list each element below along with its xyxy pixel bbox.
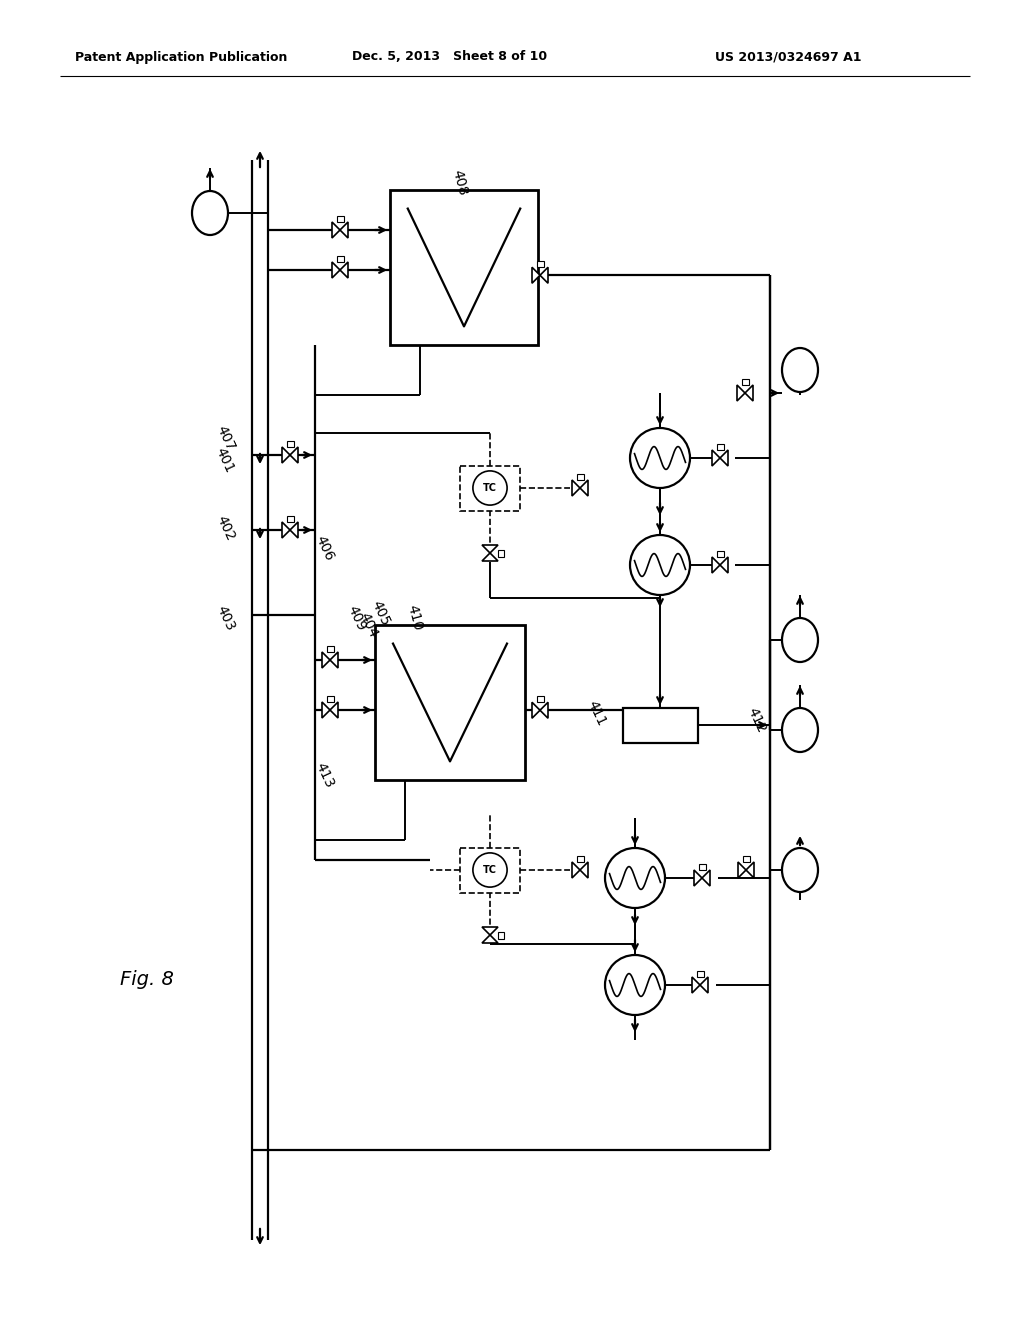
Text: 402: 402 xyxy=(213,513,237,543)
Bar xyxy=(375,624,525,780)
Polygon shape xyxy=(282,521,290,539)
Polygon shape xyxy=(746,862,754,878)
Polygon shape xyxy=(532,702,540,718)
Polygon shape xyxy=(330,702,338,718)
Bar xyxy=(717,550,724,557)
Ellipse shape xyxy=(782,847,818,892)
Text: 413: 413 xyxy=(313,760,337,789)
Polygon shape xyxy=(322,652,330,668)
Text: 408: 408 xyxy=(450,169,470,198)
Bar xyxy=(498,549,504,557)
Bar xyxy=(287,516,294,521)
Polygon shape xyxy=(482,927,498,935)
Polygon shape xyxy=(745,385,753,401)
Polygon shape xyxy=(580,862,588,878)
Text: 410: 410 xyxy=(404,603,425,632)
Polygon shape xyxy=(290,521,298,539)
Bar xyxy=(337,216,343,222)
Polygon shape xyxy=(482,935,498,942)
Bar xyxy=(577,855,584,862)
Polygon shape xyxy=(332,261,340,279)
Text: 411: 411 xyxy=(585,698,609,727)
Text: 405: 405 xyxy=(368,598,392,628)
Polygon shape xyxy=(282,447,290,463)
Polygon shape xyxy=(702,870,710,886)
Polygon shape xyxy=(540,267,548,284)
Circle shape xyxy=(605,847,665,908)
Polygon shape xyxy=(340,222,348,238)
Polygon shape xyxy=(332,222,340,238)
Bar xyxy=(717,444,724,450)
Bar xyxy=(460,466,520,511)
Polygon shape xyxy=(572,862,580,878)
Polygon shape xyxy=(720,450,728,466)
Bar xyxy=(327,696,334,702)
Polygon shape xyxy=(580,480,588,496)
Bar xyxy=(460,847,520,892)
Circle shape xyxy=(473,853,507,887)
Bar xyxy=(327,645,334,652)
Ellipse shape xyxy=(782,708,818,752)
Bar xyxy=(623,708,697,742)
Polygon shape xyxy=(340,261,348,279)
Circle shape xyxy=(630,428,690,488)
Ellipse shape xyxy=(193,191,228,235)
Text: 404: 404 xyxy=(356,610,380,640)
Text: TC: TC xyxy=(483,865,497,875)
Text: 403: 403 xyxy=(213,603,237,632)
Polygon shape xyxy=(572,480,580,496)
Polygon shape xyxy=(692,977,700,993)
Polygon shape xyxy=(290,447,298,463)
Polygon shape xyxy=(694,870,702,886)
Bar xyxy=(498,932,504,939)
Text: 407: 407 xyxy=(213,424,237,453)
Circle shape xyxy=(630,535,690,595)
Polygon shape xyxy=(330,652,338,668)
Ellipse shape xyxy=(782,348,818,392)
Circle shape xyxy=(473,471,507,506)
Bar xyxy=(741,379,749,385)
Polygon shape xyxy=(738,862,746,878)
Ellipse shape xyxy=(782,618,818,663)
Polygon shape xyxy=(482,545,498,553)
Bar xyxy=(577,474,584,480)
Bar xyxy=(698,865,706,870)
Text: Fig. 8: Fig. 8 xyxy=(120,970,174,989)
Bar xyxy=(287,441,294,447)
Bar xyxy=(390,190,538,345)
Bar xyxy=(537,696,544,702)
Text: 406: 406 xyxy=(313,533,337,562)
Polygon shape xyxy=(737,385,745,401)
Polygon shape xyxy=(712,557,720,573)
Bar xyxy=(696,972,703,977)
Polygon shape xyxy=(700,977,708,993)
Bar xyxy=(337,256,343,261)
Polygon shape xyxy=(540,702,548,718)
Text: Dec. 5, 2013   Sheet 8 of 10: Dec. 5, 2013 Sheet 8 of 10 xyxy=(352,50,547,63)
Bar xyxy=(742,855,750,862)
Text: 409: 409 xyxy=(345,603,369,632)
Text: Patent Application Publication: Patent Application Publication xyxy=(75,50,288,63)
Polygon shape xyxy=(720,557,728,573)
Polygon shape xyxy=(482,553,498,561)
Polygon shape xyxy=(322,702,330,718)
Text: 412: 412 xyxy=(745,705,769,735)
Text: 401: 401 xyxy=(213,445,237,475)
Polygon shape xyxy=(532,267,540,284)
Bar xyxy=(537,261,544,267)
Circle shape xyxy=(605,954,665,1015)
Text: US 2013/0324697 A1: US 2013/0324697 A1 xyxy=(715,50,861,63)
Polygon shape xyxy=(712,450,720,466)
Text: TC: TC xyxy=(483,483,497,492)
